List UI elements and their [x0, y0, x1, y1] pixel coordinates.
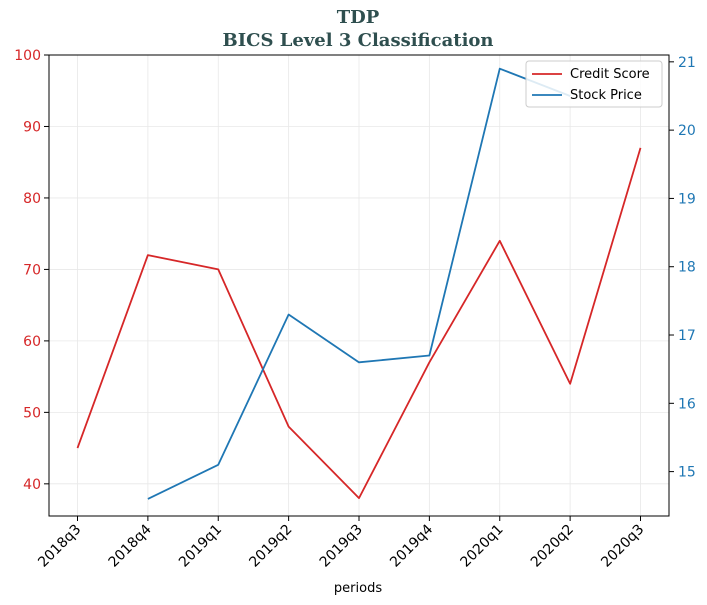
left-y-axis: 40 50 60 70 80 90 100 — [14, 48, 49, 493]
left-tick-label: 50 — [23, 405, 41, 421]
right-tick-label: 19 — [678, 191, 696, 207]
series-lines — [76, 67, 642, 500]
x-tick-label: 2020q1 — [457, 522, 506, 571]
left-tick-label: 70 — [23, 262, 41, 278]
series-line-stock-price — [147, 67, 571, 500]
x-tick-label: 2019q1 — [176, 522, 225, 571]
x-tick-label: 2019q2 — [246, 522, 295, 571]
x-tick-label: 2018q4 — [106, 521, 155, 570]
left-tick-label: 90 — [23, 119, 41, 135]
x-tick-label: 2019q4 — [387, 521, 436, 570]
right-tick-label: 17 — [678, 328, 696, 344]
right-tick-label: 18 — [678, 260, 696, 276]
right-y-axis: 15 16 17 18 19 20 21 — [669, 55, 696, 481]
legend-label-stock-price: Stock Price — [570, 88, 642, 103]
left-tick-label: 40 — [23, 477, 41, 493]
legend-label-credit-score: Credit Score — [570, 67, 650, 82]
left-tick-label: 60 — [23, 334, 41, 350]
right-tick-label: 20 — [678, 123, 696, 139]
x-tick-label: 2018q3 — [35, 522, 84, 571]
left-tick-label: 80 — [23, 191, 41, 207]
x-axis-label: periods — [334, 581, 382, 596]
chart-title: TDP — [337, 7, 380, 28]
x-tick-label: 2019q3 — [317, 522, 366, 571]
x-axis: 2018q3 2018q4 2019q1 2019q2 2019q3 2019q4 2020… — [35, 516, 647, 571]
right-tick-label: 16 — [678, 396, 696, 412]
x-tick-label: 2020q3 — [598, 522, 647, 571]
right-tick-label: 21 — [678, 55, 696, 71]
chart-subtitle: BICS Level 3 Classification — [222, 30, 493, 51]
right-tick-label: 15 — [678, 465, 696, 481]
series-line-credit-score — [76, 147, 642, 500]
left-tick-label: 100 — [14, 48, 41, 64]
legend[interactable]: Credit Score Stock Price — [525, 60, 663, 108]
x-tick-label: 2020q2 — [528, 522, 577, 571]
grid — [49, 54, 669, 516]
